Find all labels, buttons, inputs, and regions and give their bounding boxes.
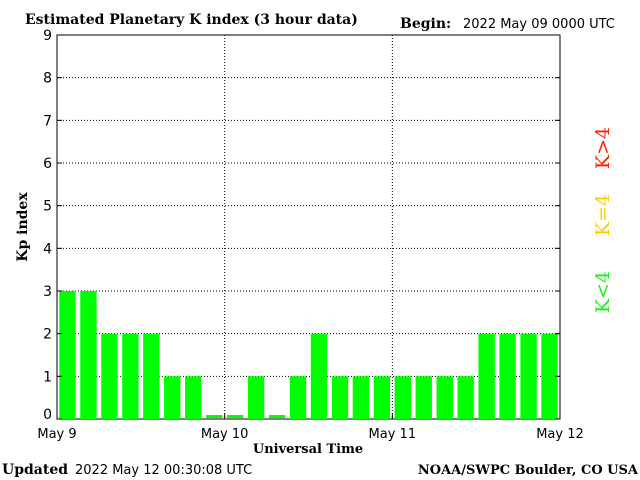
legend-k-above-4: K>4	[592, 127, 614, 169]
x-axis-label: Universal Time	[253, 442, 363, 457]
kp-bar	[373, 376, 391, 419]
kp-bar	[289, 376, 307, 419]
kp-bar	[541, 333, 558, 419]
kp-bar	[226, 415, 244, 418]
kp-bar	[478, 333, 495, 419]
kp-bar	[143, 333, 160, 419]
kp-bar	[122, 333, 139, 419]
kp-bar	[268, 415, 286, 418]
y-tick-label: 0	[43, 407, 52, 423]
kp-bar	[310, 333, 328, 419]
kp-bar	[80, 291, 97, 419]
legend-k-equal-4: K=4	[592, 194, 614, 236]
kp-bar	[247, 376, 265, 419]
x-tick-label: May 11	[369, 427, 417, 442]
kp-bar	[101, 333, 118, 419]
kp-bar	[164, 376, 181, 419]
y-tick-label: 5	[43, 199, 52, 215]
kp-bar	[59, 291, 76, 419]
kp-bar	[457, 376, 474, 419]
kp-bar	[499, 333, 516, 419]
y-tick-label: 2	[43, 327, 52, 343]
y-axis-ticks: 0 1 2 3 4 5 6 7 8 9	[43, 28, 560, 423]
plot-frame	[56, 34, 561, 420]
x-tick-label: May 10	[201, 427, 249, 442]
x-axis-ticks: May 9 May 10 May 11 May 12	[37, 414, 584, 442]
kp-bar	[415, 376, 432, 419]
legend-k-below-4: K<4	[592, 271, 614, 313]
kp-bar	[185, 376, 202, 419]
kp-bar	[352, 376, 370, 419]
kp-bar	[206, 415, 223, 418]
kp-bar	[394, 376, 411, 419]
chart-title: Estimated Planetary K index (3 hour data…	[25, 12, 358, 28]
kp-bar	[331, 376, 349, 419]
begin-value: 2022 May 09 0000 UTC	[463, 17, 615, 32]
y-axis-label: Kp index	[15, 192, 31, 262]
y-tick-label: 4	[43, 241, 52, 257]
y-tick-label: 7	[43, 113, 52, 129]
y-tick-label: 3	[43, 284, 52, 300]
y-tick-label: 8	[43, 71, 52, 87]
y-tick-label: 1	[43, 369, 52, 385]
y-tick-label: 6	[43, 156, 52, 172]
grid-lines	[57, 35, 560, 419]
kp-bars	[59, 291, 558, 419]
begin-label: Begin:	[400, 16, 451, 32]
kp-bar	[520, 333, 537, 419]
source-credit: NOAA/SWPC Boulder, CO USA	[418, 463, 639, 478]
updated-value: 2022 May 12 00:30:08 UTC	[75, 463, 252, 478]
x-tick-label: May 9	[37, 427, 76, 442]
kp-bar	[436, 376, 453, 419]
x-tick-label: May 12	[536, 427, 584, 442]
y-tick-label: 9	[43, 28, 52, 44]
updated-label: Updated	[2, 462, 68, 478]
